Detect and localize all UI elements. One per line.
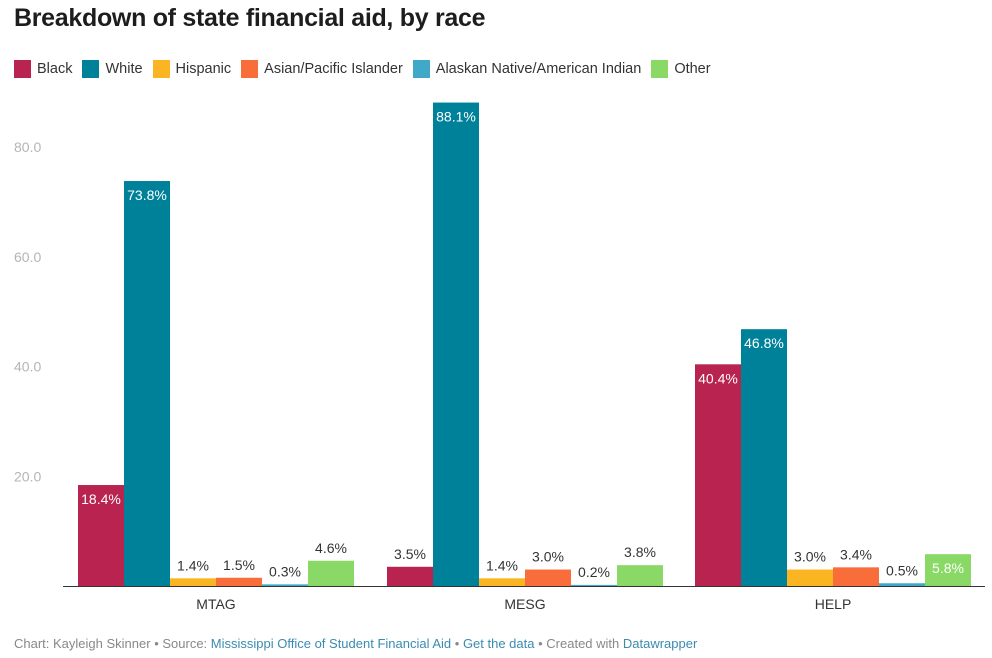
data-label: 5.8% <box>932 560 964 576</box>
bar <box>124 181 170 586</box>
data-label: 3.4% <box>840 546 872 562</box>
bar <box>216 577 262 586</box>
legend-swatch <box>14 60 31 78</box>
bar <box>741 329 787 586</box>
x-tick-label: MESG <box>504 596 545 612</box>
legend-item: Black <box>14 60 72 78</box>
legend-label: White <box>105 61 143 77</box>
legend-item: Other <box>651 60 711 78</box>
bar <box>879 583 925 586</box>
data-label: 1.4% <box>177 557 209 573</box>
source-link[interactable]: Mississippi Office of Student Financial … <box>210 636 452 651</box>
legend-label: Black <box>37 61 73 77</box>
data-label: 0.5% <box>886 562 918 578</box>
y-tick-label: 20.0 <box>14 468 41 484</box>
legend-swatch <box>152 60 170 78</box>
bar <box>617 565 663 586</box>
data-label: 3.5% <box>394 546 426 562</box>
data-label: 46.8% <box>744 335 784 351</box>
bar <box>387 566 433 586</box>
legend-swatch <box>241 60 259 78</box>
legend-item: Hispanic <box>152 60 232 78</box>
data-label: 0.2% <box>578 564 610 580</box>
bar <box>571 584 617 586</box>
legend-swatch <box>82 60 100 78</box>
footer: Chart: Kayleigh Skinner • Source: Missis… <box>14 636 698 651</box>
legend-label: Other <box>674 61 711 77</box>
data-label: 3.8% <box>624 544 656 560</box>
bar <box>479 578 525 586</box>
legend-item: Alaskan Native/American Indian <box>412 60 642 78</box>
legend-swatch <box>412 60 430 78</box>
x-tick-label: MTAG <box>196 596 235 612</box>
data-label: 40.4% <box>698 370 738 386</box>
bar <box>170 578 216 586</box>
bar-chart: 20.0 40.0 60.0 80.0 18.4% 73.8% 1.4% 1.5% 0.3% 4.… <box>14 102 985 612</box>
data-label: 0.3% <box>269 563 301 579</box>
bar <box>78 485 124 586</box>
bar <box>308 560 354 586</box>
data-label: 1.5% <box>223 557 255 573</box>
legend-label: Asian/Pacific Islander <box>264 61 403 77</box>
bar <box>787 569 833 586</box>
bar <box>833 567 879 586</box>
data-label: 1.4% <box>486 557 518 573</box>
legend-label: Alaskan Native/American Indian <box>435 61 642 77</box>
legend-swatch <box>651 60 669 78</box>
get-data-link[interactable]: Get the data <box>462 636 535 651</box>
x-tick-label: HELP <box>815 596 852 612</box>
chart-title: Breakdown of state financial aid, by rac… <box>14 4 486 32</box>
bar <box>925 554 971 586</box>
bar <box>262 584 308 586</box>
bar <box>695 364 741 586</box>
chart-credit: Chart: Kayleigh Skinner <box>14 636 151 651</box>
legend-item: Asian/Pacific Islander <box>241 60 403 78</box>
y-tick-label: 80.0 <box>14 139 41 155</box>
data-label: 4.6% <box>315 540 347 556</box>
data-label: 3.0% <box>794 549 826 565</box>
data-label: 88.1% <box>436 109 476 125</box>
data-label: 3.0% <box>532 549 564 565</box>
y-tick-label: 60.0 <box>14 249 41 265</box>
legend: Black White Hispanic Asian/Pacific Islander… <box>14 60 711 78</box>
y-tick-label: 40.0 <box>14 359 41 375</box>
legend-item: White <box>82 60 143 78</box>
datawrapper-link[interactable]: Datawrapper <box>622 636 698 651</box>
data-label: 18.4% <box>81 491 121 507</box>
bar <box>525 569 571 586</box>
data-label: 73.8% <box>127 187 167 203</box>
legend-label: Hispanic <box>175 61 232 77</box>
bar <box>433 102 479 587</box>
